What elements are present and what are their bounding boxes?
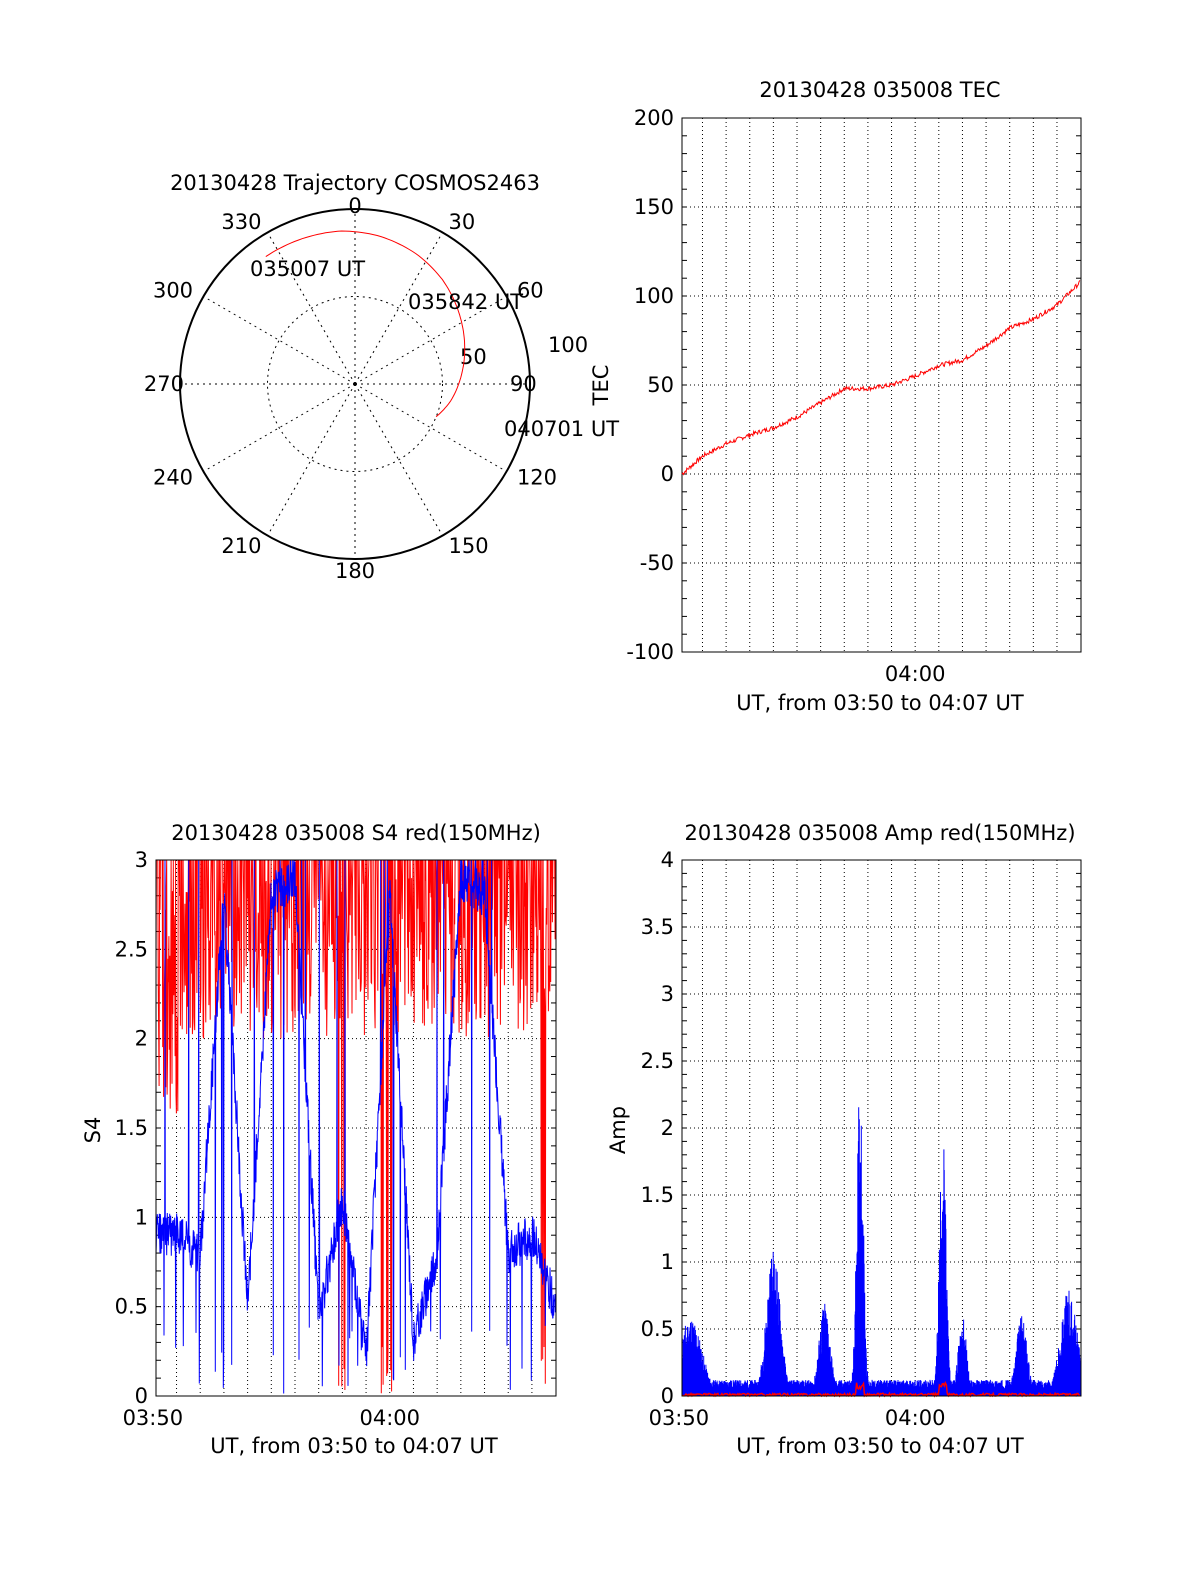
- amp-x-axis-label: UT, from 03:50 to 04:07 UT: [736, 1434, 1024, 1458]
- polar-panel: 20130428 Trajectory COSMOS2463 0 30 60 90 12…: [144, 171, 619, 583]
- amp-red-series: [681, 1380, 1081, 1398]
- polar-azimuth-label: 90: [510, 372, 537, 396]
- y-tick-label: 50: [647, 373, 674, 397]
- s4-x-axis-label: UT, from 03:50 to 04:07 UT: [210, 1434, 498, 1458]
- y-tick-label: 100: [634, 284, 674, 308]
- tec-panel: 20130428 035008 TEC 200150100500-50-100 …: [589, 78, 1082, 715]
- amp-y-tick-labels: 4 3.5 3 2.5 2 1.5 1 0.5 0: [641, 848, 674, 1408]
- x-tick-label: 04:00: [885, 662, 946, 686]
- y-tick-label: 4: [661, 848, 674, 872]
- s4-title: 20130428 035008 S4 red(150MHz): [171, 821, 541, 845]
- s4-plot-frame: [155, 859, 557, 1397]
- tec-y-axis-label: TEC: [589, 365, 613, 407]
- polar-grid-spoke: [267, 232, 356, 385]
- y-tick-label: 0.5: [641, 1317, 674, 1341]
- polar-azimuth-label: 240: [153, 466, 193, 490]
- polar-azimuth-labels: 0 30 60 90 120 150 180 210 240 270 300 330: [144, 194, 557, 583]
- amp-y-axis-label: Amp: [606, 1106, 630, 1154]
- y-tick-label: 3: [661, 982, 674, 1006]
- y-tick-label: 1: [135, 1205, 148, 1229]
- tec-x-tick-labels: 04:00: [885, 662, 946, 686]
- y-tick-label: 150: [634, 195, 674, 219]
- polar-azimuth-label: 30: [449, 210, 476, 234]
- y-tick-label: 1.5: [641, 1183, 674, 1207]
- y-tick-label: 3.5: [641, 915, 674, 939]
- tec-plot-frame: [681, 117, 1082, 653]
- polar-azimuth-label: 60: [517, 279, 544, 303]
- tec-title: 20130428 035008 TEC: [759, 78, 1000, 102]
- polar-trajectory: [265, 230, 466, 418]
- s4-y-tick-labels: 3 2.5 2 1.5 1 0.5 0: [115, 848, 148, 1408]
- polar-azimuth-label: 210: [221, 534, 261, 558]
- y-tick-label: 0: [661, 462, 674, 486]
- polar-annotation: 035007 UT: [250, 257, 365, 281]
- y-tick-label: 1: [661, 1250, 674, 1274]
- polar-annotation: 035842 UT: [408, 290, 523, 314]
- amp-grid: [682, 859, 1081, 1397]
- polar-azimuth-label: 0: [348, 194, 361, 218]
- polar-grid-spoke: [267, 383, 356, 536]
- y-tick-label: 2: [661, 1116, 674, 1140]
- tec-series-line: [681, 280, 1081, 476]
- polar-grid-spoke: [354, 383, 507, 472]
- polar-azimuth-label: 330: [221, 210, 261, 234]
- polar-azimuth-label: 270: [144, 372, 184, 396]
- x-tick-label: 04:00: [885, 1406, 946, 1430]
- x-tick-label: 03:50: [123, 1406, 184, 1430]
- s4-x-tick-labels: 03:50 04:00: [123, 1406, 420, 1430]
- amp-x-tick-labels: 03:50 04:00: [649, 1406, 946, 1430]
- tec-y-tick-labels: 200 150 100 50 0 -50 -100: [626, 106, 674, 664]
- polar-outer-ring: [179, 208, 531, 560]
- s4-blue-series: [155, 859, 557, 1394]
- y-tick-label: 1.5: [115, 1116, 148, 1140]
- amp-plot-frame: [681, 859, 1082, 1397]
- polar-azimuth-label: 120: [517, 466, 557, 490]
- polar-azimuth-label: 300: [153, 279, 193, 303]
- y-tick-label: 200: [634, 106, 674, 130]
- polar-grid-ring: [267, 296, 443, 472]
- y-tick-label: 3: [135, 848, 148, 872]
- polar-grid-spoke: [354, 383, 443, 536]
- polar-grid-spoke: [203, 383, 356, 472]
- y-tick-label: -100: [626, 640, 674, 664]
- s4-panel: 20130428 035008 S4 red(150MHz) 3 2.5 2 1.5 1…: [81, 821, 557, 1458]
- y-tick-label: 0: [135, 1384, 148, 1408]
- amp-title: 20130428 035008 Amp red(150MHz): [684, 821, 1075, 845]
- polar-trajectory-line: [265, 230, 466, 418]
- tec-grid: [682, 117, 1081, 653]
- y-tick-label: 0.5: [115, 1295, 148, 1319]
- polar-annotations: 035007 UT 035842 UT 040701 UT: [250, 257, 619, 441]
- y-tick-label: -50: [640, 551, 674, 575]
- x-tick-label: 03:50: [649, 1406, 710, 1430]
- polar-azimuth-label: 150: [449, 534, 489, 558]
- polar-azimuth-label: 180: [335, 559, 375, 583]
- polar-title: 20130428 Trajectory COSMOS2463: [170, 171, 540, 195]
- y-tick-label: 0: [661, 1384, 674, 1408]
- tec-x-axis-label: UT, from 03:50 to 04:07 UT: [736, 691, 1024, 715]
- amp-panel: 20130428 035008 Amp red(150MHz) 4 3.5 3 2.5…: [606, 821, 1082, 1458]
- polar-grid-spoke: [203, 296, 356, 385]
- y-tick-label: 2.5: [641, 1049, 674, 1073]
- polar-annotation: 040701 UT: [504, 417, 619, 441]
- y-tick-label: 2: [135, 1027, 148, 1051]
- amp-blue-series: [681, 1107, 1082, 1396]
- polar-grid-spoke: [354, 232, 443, 385]
- polar-grid-spoke: [354, 296, 507, 385]
- y-tick-label: 2.5: [115, 937, 148, 961]
- polar-radial-label-100: 100: [548, 333, 588, 357]
- s4-y-axis-label: S4: [81, 1117, 105, 1144]
- x-tick-label: 04:00: [359, 1406, 420, 1430]
- polar-grid: [180, 209, 530, 559]
